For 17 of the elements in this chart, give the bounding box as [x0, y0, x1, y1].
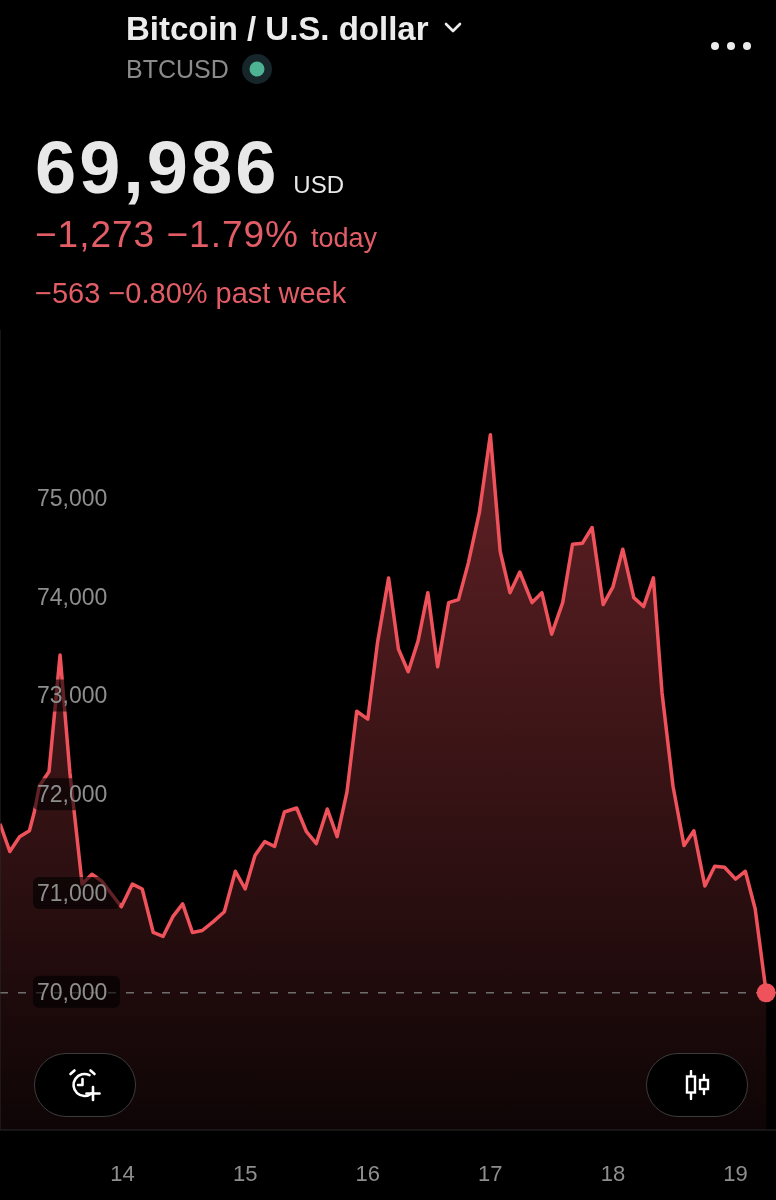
text: −563 −0.80% past week [35, 277, 347, 309]
x-tick-label: 18 [600, 1160, 626, 1186]
text: today [311, 223, 378, 253]
chart-subtitle: BTCUSD [126, 55, 229, 83]
text: 69,986 [35, 126, 280, 209]
x-tick-label: 17 [478, 1160, 503, 1186]
chart-title: Bitcoin / U.S. dollar [126, 10, 429, 47]
x-tick-label: 16 [355, 1160, 381, 1186]
y-tick-label: 75,000 [37, 484, 108, 511]
text: USD [293, 171, 345, 198]
x-tick-label: 19 [723, 1160, 748, 1186]
x-tick-label: 15 [232, 1160, 258, 1186]
x-tick-label: 14 [110, 1160, 135, 1186]
y-tick-label: 70,000 [37, 978, 108, 1005]
text: −1,273 −1.79% [35, 214, 299, 255]
y-tick-label: 71,000 [37, 879, 108, 906]
y-tick-label: 74,000 [37, 583, 108, 610]
